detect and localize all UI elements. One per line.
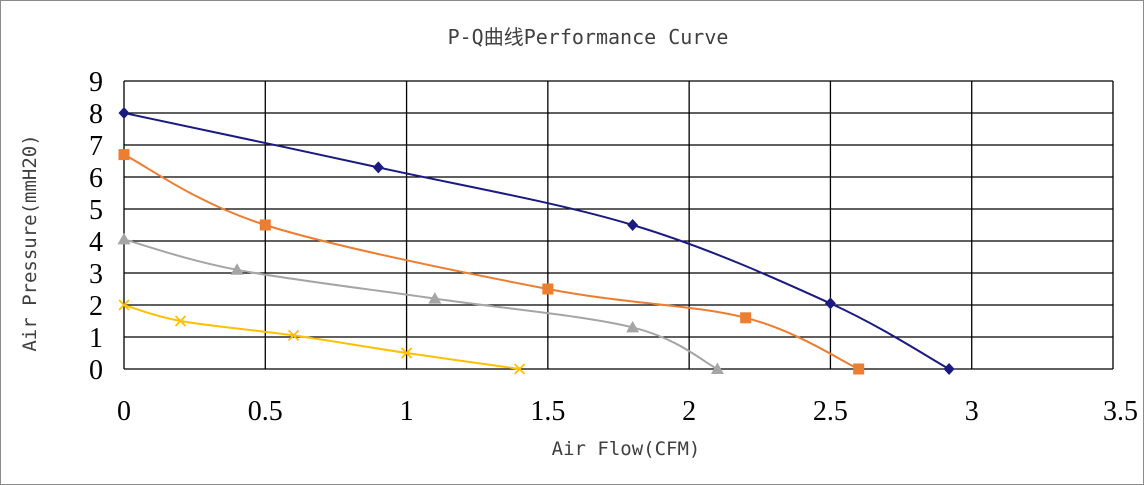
y-tick-label: 4: [89, 227, 103, 258]
series-3: [117, 232, 724, 374]
data-point: [287, 329, 300, 342]
series-1: [118, 107, 955, 375]
series-line: [123, 238, 718, 370]
x-tick-label: 0: [117, 396, 131, 427]
y-tick-label: 8: [89, 99, 103, 130]
x-tick-label: 3.5: [1103, 396, 1138, 427]
data-point: [174, 315, 187, 327]
y-tick-label: 9: [89, 67, 103, 98]
y-tick-label: 5: [89, 195, 103, 226]
y-tick-label: 2: [89, 291, 103, 322]
data-point: [118, 149, 130, 161]
data-point: [118, 299, 130, 311]
data-point: [824, 297, 836, 310]
data-point: [740, 312, 752, 324]
x-tick-label: 1: [400, 396, 414, 427]
data-point: [853, 363, 865, 375]
y-tick-label: 1: [89, 323, 103, 354]
series-2: [118, 149, 865, 375]
data-point: [400, 347, 413, 359]
data-point: [626, 320, 640, 333]
chart-title: P-Q曲线Performance Curve: [448, 25, 729, 49]
data-point: [542, 283, 554, 295]
data-point: [943, 363, 955, 375]
data-point: [513, 363, 526, 375]
data-point: [428, 292, 442, 304]
x-tick-label: 0.5: [248, 396, 283, 427]
x-tick-label: 1.5: [530, 396, 565, 427]
data-point: [627, 219, 639, 231]
y-tick-label: 6: [89, 163, 103, 194]
y-tick-label: 3: [89, 259, 103, 290]
data-point: [230, 263, 244, 275]
grid: [123, 80, 1114, 370]
series-line: [123, 112, 950, 370]
data-point: [710, 362, 724, 374]
x-axis-label: Air Flow(CFM): [552, 438, 701, 460]
x-tick-label: 3: [965, 396, 979, 427]
y-tick-label: 0: [89, 355, 103, 386]
series-line: [123, 153, 860, 370]
data-point: [259, 219, 271, 231]
series-group: [117, 107, 955, 375]
data-point: [117, 232, 131, 245]
series-4: [118, 299, 526, 375]
y-tick-label: 7: [89, 131, 103, 162]
x-tick-label: 2: [682, 396, 696, 427]
x-tick-label: 2.5: [813, 396, 848, 427]
data-point: [372, 161, 384, 174]
y-axis-label: Air Pressure(mmH20): [19, 134, 41, 351]
series-line: [123, 304, 520, 370]
data-point: [118, 107, 130, 119]
